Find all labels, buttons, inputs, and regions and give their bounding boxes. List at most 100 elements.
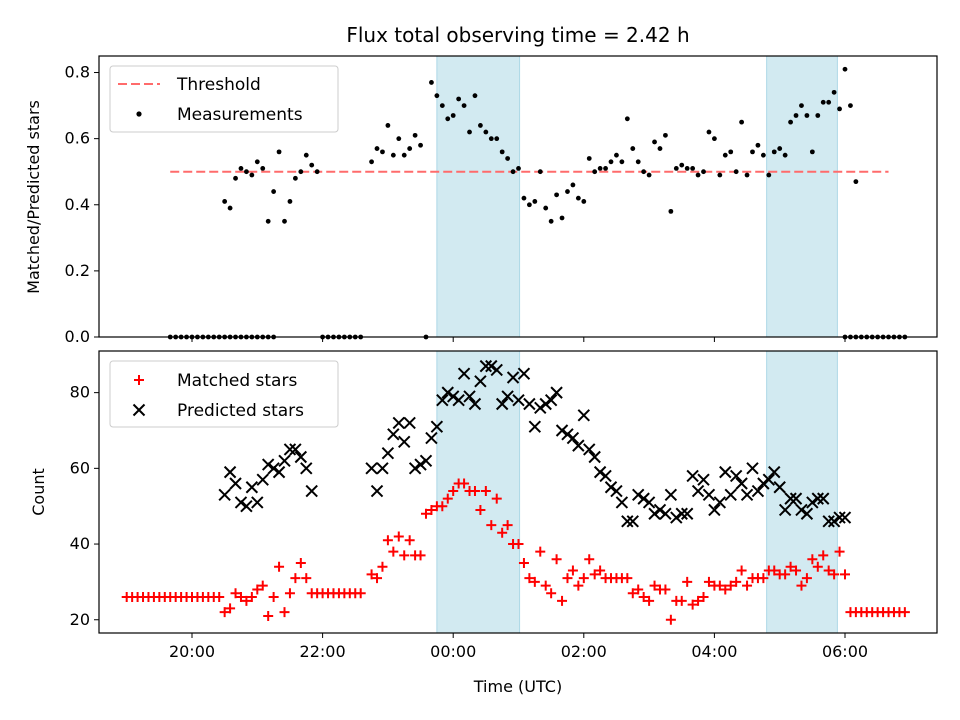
matched-stars-point: [644, 595, 655, 606]
measurement-point: [298, 169, 304, 175]
measurement-point: [390, 152, 396, 158]
measurement-point: [619, 159, 625, 165]
bottom-y-axis-label: Count: [29, 468, 48, 516]
measurement-point: [407, 146, 413, 151]
predicted-stars-point: [370, 484, 384, 498]
predicted-stars-point: [746, 462, 759, 475]
shaded-span: [766, 55, 838, 338]
measurement-point: [646, 172, 652, 178]
predicted-stars-point: [425, 431, 438, 445]
measurement-point: [597, 166, 603, 171]
predicted-stars-point: [523, 397, 536, 411]
measurement-point: [679, 162, 685, 168]
y-tick-label: 40: [70, 534, 90, 553]
measurement-point: [760, 152, 766, 158]
predicted-stars-point: [653, 503, 667, 517]
measurement-point: [227, 205, 233, 211]
measurement-point: [750, 149, 755, 155]
measurement-point: [614, 152, 619, 158]
measurement-point: [222, 199, 228, 204]
predicted-stars-point: [566, 431, 580, 445]
matched-stars-point: [840, 569, 850, 580]
matched-stars-point: [469, 486, 480, 497]
predicted-stars-point: [495, 397, 509, 411]
measurement-point: [233, 175, 238, 181]
predicted-stars-point: [795, 503, 808, 517]
measurement-point: [586, 156, 592, 161]
measurement-point: [657, 146, 663, 151]
matched-stars-point: [535, 546, 546, 557]
predicted-stars-point: [773, 481, 786, 494]
predicted-stars-point: [283, 443, 297, 456]
matched-stars-point: [595, 565, 606, 576]
y-tick-label: 60: [70, 458, 90, 477]
predicted-stars-point: [702, 488, 716, 502]
shaded-span: [766, 350, 838, 634]
predicted-stars-point: [261, 458, 275, 471]
y-tick-label: 0.8: [65, 63, 90, 82]
measurement-point: [499, 149, 505, 155]
measurement-point: [581, 199, 587, 204]
predicted-stars-point: [229, 477, 242, 490]
matched-stars-point: [557, 595, 568, 606]
legend-measurements-swatch: [136, 111, 142, 117]
axes-frame: [98, 55, 938, 338]
measurement-point: [456, 96, 462, 102]
predicted-stars-point: [691, 484, 705, 498]
measurement-point: [728, 149, 734, 155]
matched-stars-point: [573, 580, 584, 591]
matched-stars-point: [274, 561, 285, 572]
measurement-point: [635, 159, 641, 165]
predicted-stars-point: [218, 488, 231, 502]
measurement-point: [630, 146, 636, 151]
predicted-stars-point: [452, 394, 465, 407]
matched-stars-point: [301, 573, 312, 584]
predicted-stars-point: [768, 465, 781, 479]
predicted-stars-point: [593, 465, 607, 479]
predicted-stars-point: [501, 390, 514, 403]
y-tick-label: 0.2: [65, 261, 90, 280]
predicted-stars-point: [680, 507, 694, 520]
predicted-stars-point: [441, 386, 454, 399]
predicted-stars-point: [392, 416, 405, 430]
matched-stars-point: [459, 478, 470, 489]
predicted-stars-point: [474, 375, 487, 388]
matched-stars-point: [714, 580, 725, 591]
predicted-stars-point: [762, 473, 776, 486]
measurement-point: [652, 139, 657, 145]
predicted-stars-point: [272, 465, 286, 479]
predicted-stars-point: [398, 435, 411, 449]
legend-threshold-label: Threshold: [176, 75, 261, 95]
matched-stars-point: [415, 550, 426, 561]
matched-stars-point: [589, 569, 600, 580]
measurement-point: [537, 169, 543, 175]
measurement-point: [809, 149, 815, 155]
measurement-point: [385, 123, 391, 128]
matched-stars-point: [834, 546, 845, 557]
measurement-point: [575, 195, 581, 201]
matched-stars-point: [540, 580, 551, 591]
matched-stars-point: [486, 520, 497, 531]
measurement-point: [690, 166, 696, 171]
predicted-stars-point: [223, 465, 237, 479]
measurement-point: [788, 119, 793, 125]
measurement-point: [799, 103, 804, 108]
predicted-stars-point: [381, 446, 395, 460]
measurement-point: [276, 149, 282, 155]
predicted-stars-point: [534, 401, 547, 414]
matched-stars-point: [807, 554, 818, 565]
chart-title: Flux total observing time = 2.42 h: [346, 23, 689, 47]
measurement-point: [439, 103, 445, 108]
predicted-stars-point: [817, 492, 830, 505]
predicted-stars-point: [757, 477, 770, 490]
measurement-point: [684, 166, 690, 171]
measurement-point: [744, 172, 750, 178]
matched-stars-point: [780, 569, 791, 580]
matched-stars-point: [812, 561, 823, 572]
measurement-point: [282, 218, 287, 224]
predicted-stars-point: [544, 394, 558, 407]
matched-stars-point: [442, 493, 453, 504]
top-legend-box: [109, 65, 339, 133]
predicted-stars-point: [256, 473, 269, 486]
measurement-point: [592, 169, 598, 175]
